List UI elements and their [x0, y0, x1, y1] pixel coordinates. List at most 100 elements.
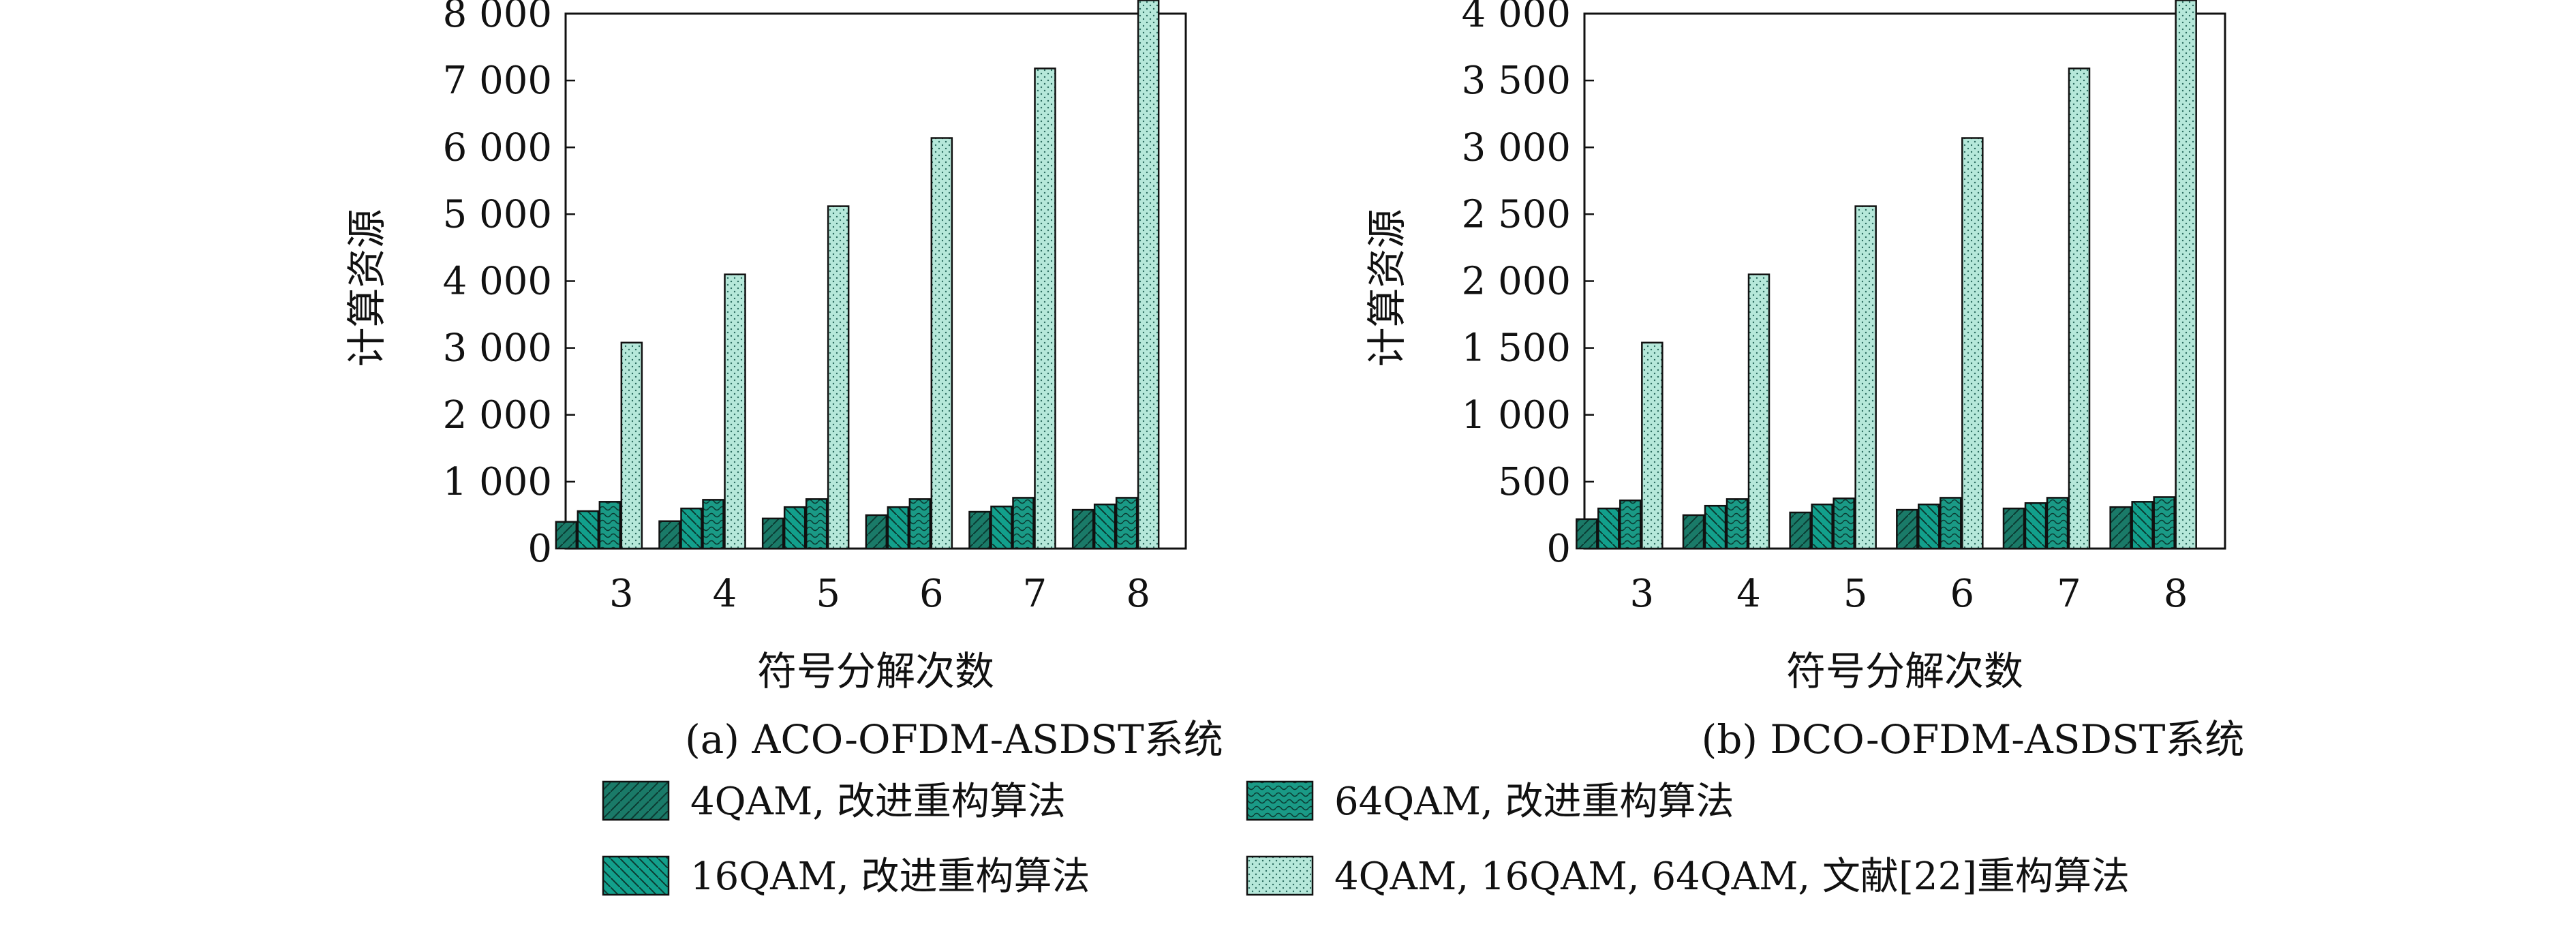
bar-s1-4	[1682, 514, 1705, 550]
bar-s2-5	[783, 506, 806, 550]
y-tick-label: 6 000	[443, 125, 552, 170]
bar-s4-5	[827, 205, 850, 550]
y-tick-label: 0	[1546, 527, 1571, 571]
y-tick-label: 7 000	[443, 59, 552, 103]
legend-item-s3: 64QAM, 改进重构算法	[1246, 780, 1734, 824]
bar-s2-3	[1597, 507, 1620, 550]
bar-s4-7	[2068, 67, 2091, 550]
bar-s1-8	[1071, 508, 1094, 550]
bar-s3-8	[1115, 497, 1138, 550]
bar-s3-3	[1619, 500, 1642, 550]
bar-s1-7	[2002, 507, 2025, 550]
bar-s4-4	[1747, 273, 1770, 550]
bar-s1-6	[865, 514, 888, 550]
legend-swatch	[602, 855, 670, 896]
y-tick-label: 3 000	[1462, 125, 1571, 170]
legend-item-s4: 4QAM, 16QAM, 64QAM, 文献[22]重构算法	[1246, 855, 2130, 899]
bar-s3-4	[1726, 498, 1749, 550]
bar-s1-3	[555, 521, 578, 550]
y-axis-title: 计算资源	[1364, 209, 1410, 367]
x-tick-label: 5	[1843, 572, 1868, 616]
bar-s3-8	[2153, 496, 2175, 550]
x-tick-label: 6	[1950, 572, 1975, 616]
chart-panel-b: 0 500 1 000 1 500 2 000 2 500 3 000 3 500 4 000 3…	[1364, 0, 2226, 694]
caption-a: (a) ACO-OFDM-ASDST系统	[685, 716, 1223, 763]
bar-s4-8	[2175, 0, 2197, 550]
bar-s1-8	[2109, 506, 2132, 550]
bar-s3-5	[805, 498, 828, 550]
y-tick-label: 2 500	[1462, 192, 1571, 236]
x-tick-label: 6	[919, 572, 944, 616]
plot-frame	[564, 12, 1187, 550]
legend-item-s1: 4QAM, 改进重构算法	[602, 780, 1066, 824]
y-tick-label: 3 500	[1462, 59, 1571, 103]
chart-panel-a: 0 1 000 2 000 3 000 4 000 5 000 6 000 7 000 8 00…	[343, 0, 1187, 694]
legend-label: 4QAM, 16QAM, 64QAM, 文献[22]重构算法	[1334, 855, 2130, 899]
bar-s2-5	[1811, 503, 1833, 550]
x-tick-label: 3	[1630, 572, 1655, 616]
bar-s4-3	[620, 341, 643, 550]
bar-s1-6	[1896, 508, 1918, 550]
legend-label: 64QAM, 改进重构算法	[1334, 780, 1734, 824]
bar-s2-3	[577, 510, 600, 550]
y-tick-label: 2 000	[443, 393, 552, 437]
x-tick-label: 7	[1023, 572, 1047, 616]
x-tick-label: 3	[609, 572, 634, 616]
bar-s2-4	[1704, 504, 1727, 550]
bar-s1-5	[1789, 511, 1811, 550]
bar-s4-6	[930, 137, 953, 550]
bar-s1-4	[658, 520, 681, 550]
bar-s3-6	[908, 498, 932, 550]
x-tick-label: 7	[2057, 572, 2081, 616]
bar-s3-4	[702, 499, 724, 550]
bar-s1-3	[1576, 518, 1598, 550]
bar-s4-8	[1137, 0, 1160, 550]
bar-s3-5	[1833, 497, 1855, 550]
bar-s2-4	[680, 507, 703, 550]
x-tick-label: 5	[816, 572, 840, 616]
y-axis-title: 计算资源	[343, 209, 390, 367]
x-tick-label: 4	[1736, 572, 1761, 616]
legend-swatch	[602, 780, 670, 821]
bar-s3-6	[1939, 497, 1962, 550]
legend-label: 4QAM, 改进重构算法	[690, 780, 1066, 824]
bar-s4-4	[724, 273, 746, 550]
y-tick-label: 4 000	[443, 260, 552, 304]
y-tick-label: 1 500	[1462, 326, 1571, 371]
y-tick-label: 5 000	[443, 192, 552, 236]
bar-s1-7	[968, 510, 991, 550]
y-tick-label: 4 000	[1462, 0, 1571, 36]
x-tick-label: 8	[1126, 572, 1150, 616]
bar-s2-6	[1918, 503, 1940, 550]
bar-s1-5	[761, 517, 784, 550]
bar-s2-7	[2024, 502, 2047, 550]
legend-swatch	[1246, 780, 1314, 821]
bar-s3-7	[2046, 497, 2069, 550]
x-tick-label: 4	[713, 572, 737, 616]
plot-frame	[1583, 12, 2226, 550]
y-tick-label: 1 000	[443, 460, 552, 504]
bar-s3-3	[598, 501, 622, 550]
y-tick-label: 1 000	[1462, 393, 1571, 437]
bar-s4-6	[1961, 137, 1984, 550]
y-tick-label: 0	[527, 527, 552, 571]
y-tick-label: 8 000	[443, 0, 552, 36]
y-tick-label: 2 000	[1462, 260, 1571, 304]
bar-s4-3	[1641, 341, 1663, 550]
bar-s3-7	[1012, 497, 1034, 550]
bar-s4-5	[1854, 205, 1877, 550]
y-tick-label: 500	[1498, 460, 1571, 504]
y-tick-label: 3 000	[443, 326, 552, 371]
bar-s2-6	[887, 506, 910, 550]
legend-item-s2: 16QAM, 改进重构算法	[602, 855, 1090, 899]
legend-label: 16QAM, 改进重构算法	[690, 855, 1090, 899]
x-axis-title: 符号分解次数	[1786, 648, 2023, 694]
x-tick-label: 8	[2164, 572, 2188, 616]
bar-s2-7	[990, 505, 1013, 550]
legend-swatch	[1246, 855, 1314, 896]
caption-b: (b) DCO-OFDM-ASDST系统	[1702, 716, 2245, 763]
bar-s2-8	[1093, 503, 1116, 550]
bar-s2-8	[2131, 501, 2153, 550]
bar-s4-7	[1034, 67, 1056, 550]
